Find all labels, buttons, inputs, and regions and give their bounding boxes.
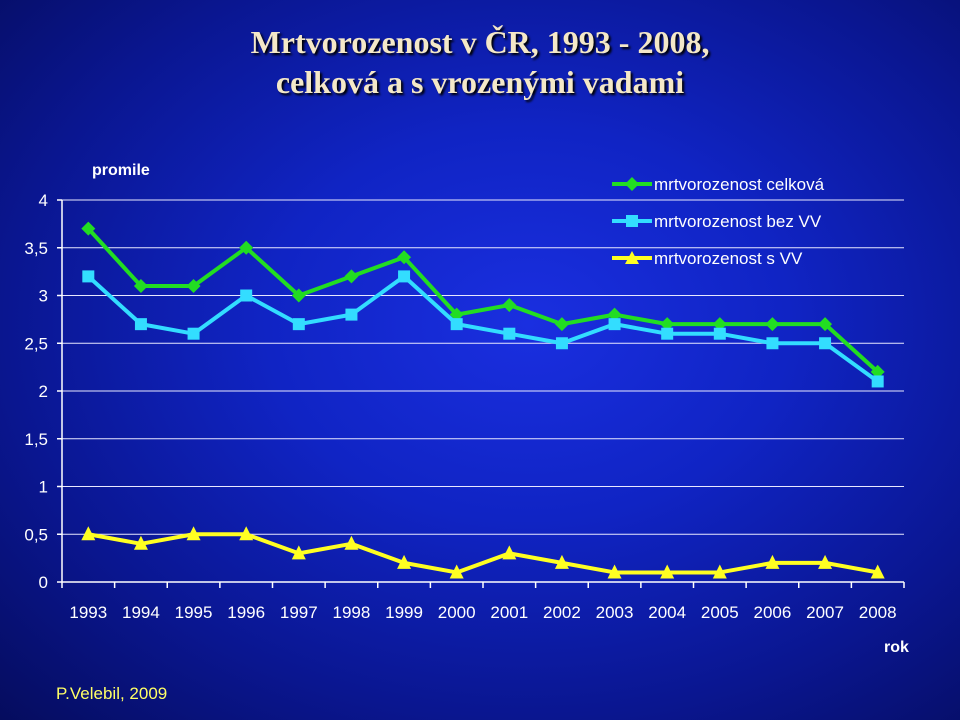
x-tick-label: 1993 bbox=[69, 603, 107, 622]
data-point bbox=[712, 317, 727, 332]
series-line bbox=[86, 274, 879, 384]
x-tick-label: 2006 bbox=[754, 603, 792, 622]
data-point bbox=[660, 564, 675, 579]
x-tick-label: 1997 bbox=[280, 603, 318, 622]
y-tick-label: 2,5 bbox=[24, 334, 48, 353]
x-tick-label: 2007 bbox=[806, 603, 844, 622]
y-axis-label: promile bbox=[92, 162, 150, 179]
data-point bbox=[819, 337, 832, 350]
data-point bbox=[660, 317, 675, 332]
data-point bbox=[186, 526, 201, 541]
data-point bbox=[554, 317, 569, 332]
data-point bbox=[240, 289, 253, 302]
legend-label: mrtvorozenost s VV bbox=[654, 249, 803, 268]
data-point bbox=[449, 564, 464, 579]
series-group bbox=[81, 221, 885, 579]
data-point bbox=[607, 564, 622, 579]
x-tick-label: 1996 bbox=[227, 603, 265, 622]
y-axis-ticks: 0 0,5 1 1,5 2 2,5 3 3,5 4 bbox=[24, 191, 48, 592]
data-point bbox=[555, 337, 568, 350]
data-point bbox=[292, 318, 305, 331]
y-tick-label: 3,5 bbox=[24, 239, 48, 258]
data-point bbox=[449, 307, 464, 322]
series-square bbox=[82, 270, 884, 388]
data-point bbox=[239, 526, 254, 541]
data-point bbox=[397, 250, 412, 265]
series-line bbox=[87, 532, 879, 575]
x-tick-label: 2005 bbox=[701, 603, 739, 622]
data-point bbox=[502, 545, 517, 560]
data-point bbox=[291, 288, 306, 303]
y-tick-label: 4 bbox=[39, 191, 48, 210]
data-point bbox=[870, 364, 885, 379]
data-point bbox=[397, 554, 412, 569]
data-point bbox=[134, 318, 147, 331]
x-axis-label: rok bbox=[884, 639, 909, 656]
chart-title-line-2: celková a s vrozenými vadami bbox=[275, 64, 685, 100]
data-point bbox=[871, 375, 884, 388]
data-point bbox=[502, 298, 517, 313]
data-point bbox=[712, 564, 727, 579]
data-point bbox=[81, 526, 96, 541]
legend-marker-triangle-icon bbox=[612, 251, 652, 264]
data-point bbox=[344, 535, 359, 550]
axes bbox=[57, 199, 905, 588]
y-tick-label: 3 bbox=[39, 287, 48, 306]
x-axis-ticks: 1993 1994 1995 1996 1997 1998 1999 2000 2001 2002… bbox=[69, 603, 896, 622]
chart-title-line-1: Mrtvorozenost v ČR, 1993 - 2008, bbox=[250, 24, 710, 60]
legend-label: mrtvorozenost celková bbox=[654, 175, 825, 194]
data-point bbox=[765, 317, 780, 332]
data-point bbox=[133, 278, 148, 293]
data-point bbox=[870, 564, 885, 579]
data-point bbox=[398, 270, 411, 283]
series-triangle bbox=[81, 526, 885, 579]
legend-marker-square-icon bbox=[612, 215, 652, 227]
data-point bbox=[450, 318, 463, 331]
data-point bbox=[239, 240, 254, 255]
x-tick-label: 2001 bbox=[490, 603, 528, 622]
data-point bbox=[554, 554, 569, 569]
data-point bbox=[766, 337, 779, 350]
data-point bbox=[661, 327, 674, 340]
data-point bbox=[344, 269, 359, 284]
data-point bbox=[713, 327, 726, 340]
data-point bbox=[82, 270, 95, 283]
data-point bbox=[608, 318, 621, 331]
x-tick-label: 1998 bbox=[333, 603, 371, 622]
data-point bbox=[503, 327, 516, 340]
gridlines bbox=[62, 199, 904, 535]
data-point bbox=[345, 308, 358, 321]
data-point bbox=[187, 327, 200, 340]
series-diamond bbox=[81, 221, 885, 379]
x-tick-label: 1999 bbox=[385, 603, 423, 622]
legend-marker-diamond-icon bbox=[612, 177, 652, 191]
data-point bbox=[81, 221, 96, 236]
x-tick-label: 2008 bbox=[859, 603, 897, 622]
data-point bbox=[133, 535, 148, 550]
author-credit: P.Velebil, 2009 bbox=[56, 684, 168, 703]
data-point bbox=[765, 554, 780, 569]
x-tick-label: 2004 bbox=[648, 603, 686, 622]
x-tick-label: 2000 bbox=[438, 603, 476, 622]
y-tick-label: 0,5 bbox=[24, 525, 48, 544]
data-point bbox=[607, 307, 622, 322]
y-tick-label: 2 bbox=[39, 382, 48, 401]
data-point bbox=[818, 317, 833, 332]
data-point bbox=[291, 545, 306, 560]
y-tick-label: 1 bbox=[39, 478, 48, 497]
x-tick-label: 2003 bbox=[596, 603, 634, 622]
data-point bbox=[818, 554, 833, 569]
x-tick-label: 1995 bbox=[175, 603, 213, 622]
y-tick-label: 0 bbox=[39, 573, 48, 592]
y-tick-label: 1,5 bbox=[24, 430, 48, 449]
series-line bbox=[86, 227, 880, 374]
x-tick-label: 2002 bbox=[543, 603, 581, 622]
legend-label: mrtvorozenost bez VV bbox=[654, 212, 822, 231]
data-point bbox=[186, 278, 201, 293]
x-tick-label: 1994 bbox=[122, 603, 160, 622]
